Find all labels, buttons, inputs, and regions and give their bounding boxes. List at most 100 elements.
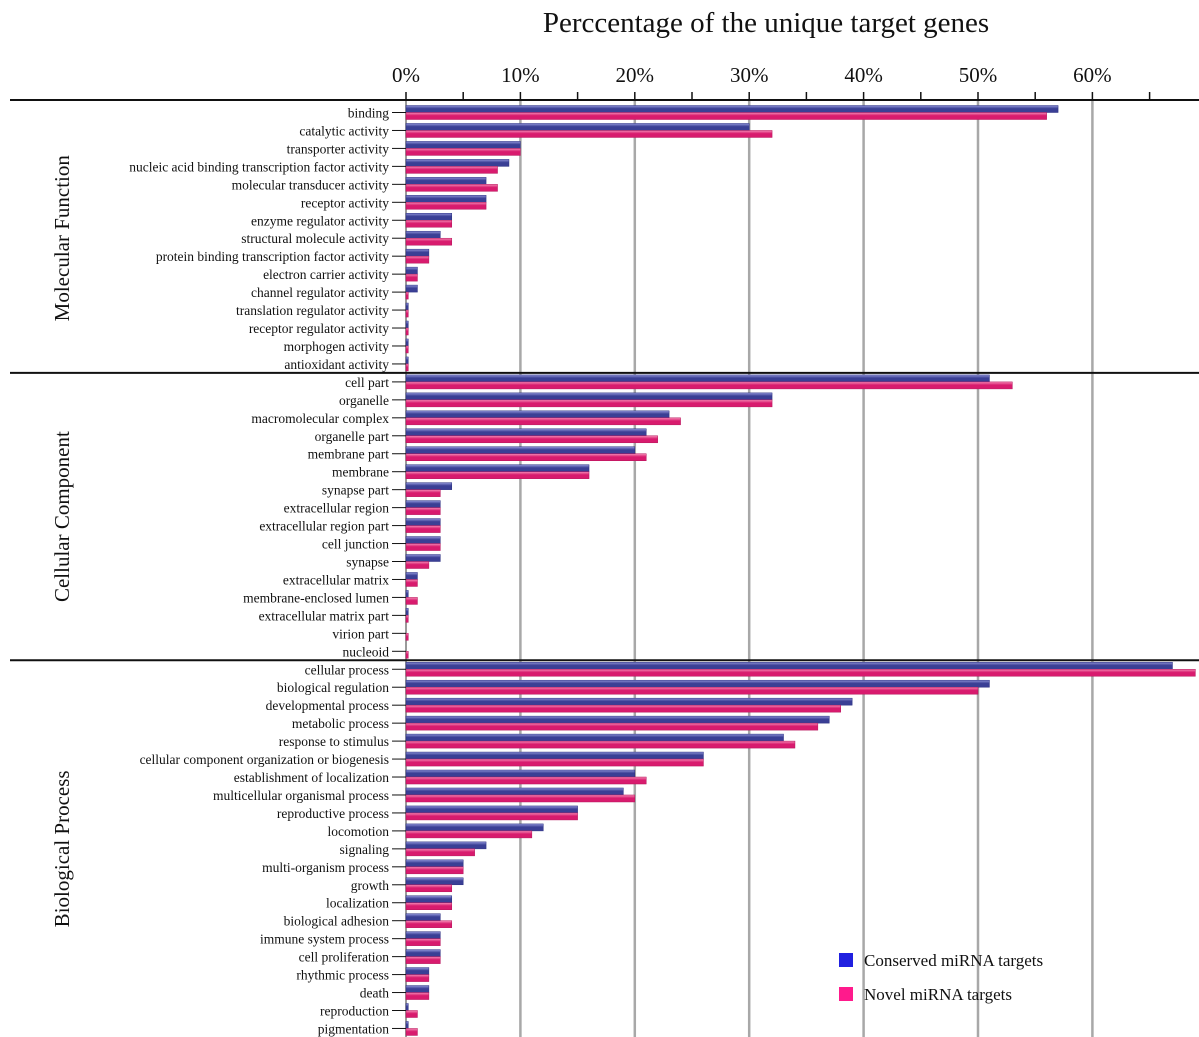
category-label: structural molecule activity	[241, 231, 389, 246]
bar-conserved	[405, 536, 441, 544]
category-label: multi-organism process	[262, 860, 389, 875]
bar-conserved	[405, 338, 409, 347]
legend-label: Novel miRNA targets	[864, 985, 1012, 1004]
category-label: organelle part	[315, 429, 390, 444]
bar-conserved	[405, 590, 409, 598]
category-label: translation regulator activity	[236, 303, 389, 318]
category-label: morphogen activity	[284, 339, 390, 354]
bar-conserved	[405, 1003, 409, 1011]
bar-conserved	[405, 913, 441, 921]
x-tick-label: 60%	[1073, 63, 1112, 87]
category-label: receptor regulator activity	[249, 321, 389, 336]
bar-conserved	[405, 410, 670, 419]
category-label: nucleoid	[343, 644, 390, 659]
category-label: response to stimulus	[279, 734, 389, 749]
bar-conserved	[405, 823, 544, 832]
bar-novel	[405, 884, 453, 893]
bar-conserved	[405, 859, 464, 868]
bar-novel	[405, 633, 409, 641]
bars	[405, 105, 1196, 1036]
category-label: channel regulator activity	[251, 285, 389, 300]
legend: Conserved miRNA targets Novel miRNA targe…	[839, 951, 1043, 1004]
bar-conserved	[405, 141, 521, 149]
bar-novel	[405, 812, 578, 821]
category-label: cell junction	[322, 537, 389, 552]
bar-conserved	[405, 446, 636, 454]
chart-title: Perccentage of the unique target genes	[543, 7, 989, 39]
bar-conserved	[405, 877, 464, 886]
x-tick-label: 50%	[959, 63, 998, 87]
bar-conserved	[405, 985, 430, 993]
bar-conserved	[405, 751, 704, 760]
category-label: catalytic activity	[299, 123, 389, 138]
bar-novel	[405, 471, 590, 479]
bar-conserved	[405, 1021, 409, 1029]
category-label: membrane part	[308, 447, 390, 462]
bar-conserved	[405, 554, 441, 562]
bar-conserved	[405, 248, 430, 257]
bar-conserved	[405, 805, 578, 814]
category-label: metabolic process	[292, 716, 389, 731]
bar-conserved	[405, 715, 830, 724]
bar-novel	[405, 543, 441, 551]
category-label: receptor activity	[301, 195, 389, 210]
category-label: cell proliferation	[299, 950, 390, 965]
bar-novel	[405, 489, 441, 497]
category-label: extracellular matrix	[283, 572, 389, 587]
bar-novel	[405, 938, 441, 946]
category-label: organelle	[339, 393, 389, 408]
group-label: Molecular Function	[50, 155, 74, 322]
group-label: Cellular Component	[50, 431, 74, 602]
category-label: binding	[348, 106, 390, 121]
x-tick-label: 20%	[616, 63, 655, 87]
bar-conserved	[405, 105, 1059, 113]
x-tick-label: 30%	[730, 63, 769, 87]
bar-conserved	[405, 356, 409, 365]
grid-lines	[405, 100, 1094, 1037]
bar-conserved	[405, 302, 409, 311]
bar-novel	[405, 830, 533, 839]
category-label: localization	[326, 896, 389, 911]
category-label: rhythmic process	[296, 968, 389, 983]
bar-novel	[405, 130, 773, 138]
bar-novel	[405, 669, 1196, 677]
bar-novel	[405, 956, 441, 964]
bar-novel	[405, 148, 521, 156]
category-label: multicellular organismal process	[213, 788, 389, 803]
bar-conserved	[405, 392, 773, 401]
category-label: electron carrier activity	[263, 267, 389, 282]
category-label: death	[360, 986, 389, 1001]
category-label: cellular component organization or bioge…	[140, 752, 389, 767]
category-label: membrane-enclosed lumen	[243, 590, 389, 605]
bar-novel	[405, 758, 704, 767]
bar-novel	[405, 273, 418, 282]
bar-conserved	[405, 213, 453, 221]
bar-novel	[405, 381, 1013, 390]
bar-novel	[405, 1010, 418, 1018]
bar-novel	[405, 507, 441, 515]
bar-conserved	[405, 967, 430, 975]
bar-novel	[405, 794, 636, 803]
bar-novel	[405, 112, 1047, 120]
category-label: macromolecular complex	[251, 411, 389, 426]
bar-novel	[405, 974, 430, 982]
bar-novel	[405, 1028, 418, 1036]
category-label: biological adhesion	[284, 914, 390, 929]
category-label: reproductive process	[277, 806, 389, 821]
x-axis: 0% 10% 20% 30% 40% 50% 60%	[10, 63, 1199, 662]
bar-novel	[405, 220, 453, 228]
bar-conserved	[405, 123, 750, 131]
bar-conserved	[405, 464, 590, 472]
bar-novel	[405, 399, 773, 408]
bar-novel	[405, 866, 464, 875]
bar-conserved	[405, 177, 487, 185]
category-label: nucleic acid binding transcription facto…	[129, 159, 389, 174]
bar-novel	[405, 202, 487, 210]
bar-conserved	[405, 159, 510, 167]
bar-novel	[405, 363, 409, 372]
group-labels: Molecular Function Cellular Component Biol…	[50, 155, 74, 928]
bar-novel	[405, 776, 647, 785]
bar-novel	[405, 255, 430, 264]
bar-novel	[405, 417, 681, 426]
bar-novel	[405, 453, 647, 461]
